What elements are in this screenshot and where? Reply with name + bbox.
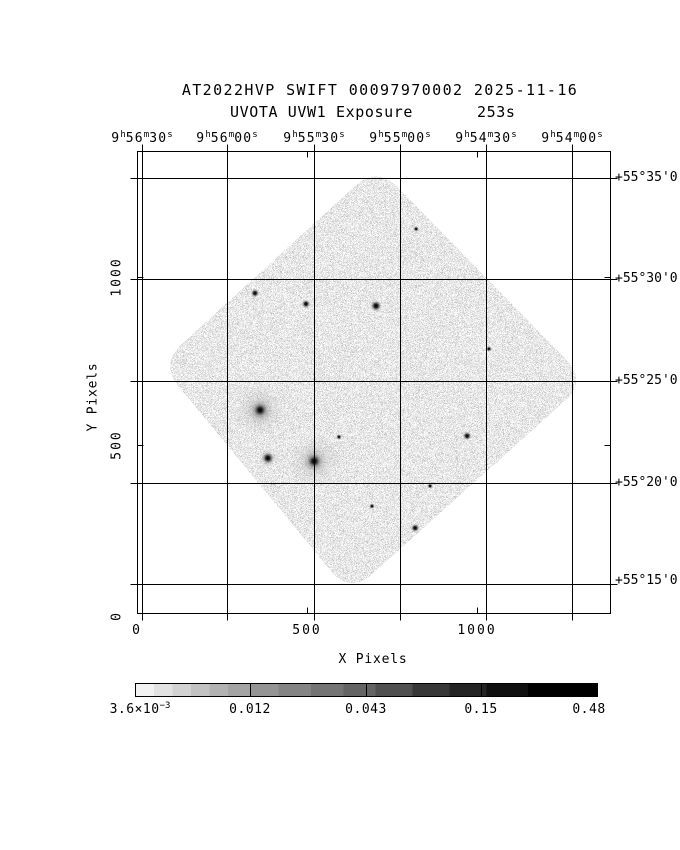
colorbar-label: 0.48	[572, 702, 606, 717]
plot-subtitle: UVOTA UVW1 Exposure	[230, 103, 413, 121]
source	[410, 523, 420, 533]
dec-label: +55°15'0	[615, 573, 678, 588]
source	[301, 299, 311, 309]
source	[370, 299, 383, 312]
ra-label: 9h55m00s	[369, 130, 431, 146]
colorbar-label: 0.043	[345, 702, 387, 717]
exposure-field	[170, 176, 577, 584]
colorbar-ticks	[250, 683, 482, 697]
source	[462, 431, 472, 441]
x-tick-label: 1000	[457, 623, 497, 638]
source	[538, 445, 545, 452]
ra-label: 9h54m00s	[541, 130, 603, 146]
dec-label: +55°35'0	[615, 170, 678, 185]
source	[368, 503, 375, 510]
ra-label: 9h56m00s	[196, 130, 258, 146]
dec-label: +55°30'0	[615, 271, 678, 286]
ra-grid-lines	[142, 151, 573, 614]
x-tick-label: 0	[132, 623, 142, 638]
ra-label: 9h55m30s	[283, 130, 345, 146]
source	[485, 345, 492, 352]
source	[300, 542, 307, 549]
colorbar-label: 0.012	[229, 702, 271, 717]
dec-label: +55°25'0	[615, 373, 678, 388]
y-tick-label: 500	[109, 430, 125, 460]
ra-label: 9h56m30s	[111, 130, 173, 146]
x-tick-label: 500	[292, 623, 322, 638]
axis-major-ticks	[130, 144, 618, 621]
plot-title: AT2022HVP SWIFT 00097970002 2025-11-16	[181, 81, 579, 99]
source	[570, 361, 577, 368]
source	[468, 491, 475, 498]
dec-label: +55°20'0	[615, 475, 678, 490]
dec-grid-lines	[137, 178, 611, 585]
source	[335, 433, 342, 440]
source	[252, 402, 268, 418]
x-axis-title: X Pixels	[338, 652, 408, 667]
source	[479, 253, 489, 263]
source	[413, 225, 420, 232]
source	[326, 196, 336, 206]
source	[392, 576, 399, 583]
plot-frame	[137, 151, 611, 614]
source	[461, 240, 474, 253]
source	[427, 482, 434, 489]
y-axis-title: Y Pixels	[85, 362, 101, 432]
exposure-time-value: 253s	[477, 103, 516, 121]
colorbar-label: 0.15	[464, 702, 498, 717]
source	[261, 452, 274, 465]
y-tick-label: 0	[109, 611, 125, 621]
colorbar-label-min: 3.6×10−3	[109, 701, 171, 717]
axis-pixel-ticks	[137, 151, 611, 614]
ra-label: 9h54m30s	[455, 130, 517, 146]
source	[250, 288, 260, 298]
y-tick-label: 1000	[109, 257, 125, 297]
